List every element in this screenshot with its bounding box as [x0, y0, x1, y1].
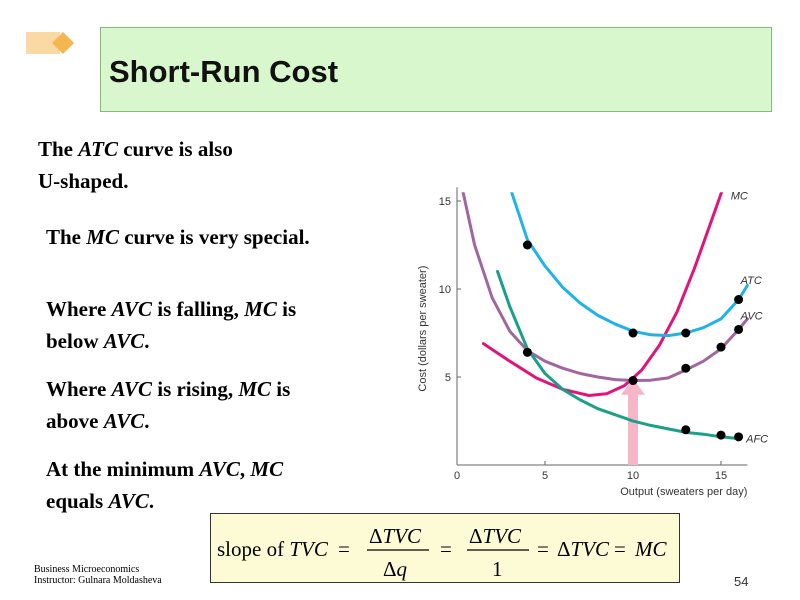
- formula-equals: =: [614, 537, 626, 561]
- text-fragment: .: [144, 409, 150, 433]
- y-tick-label-15: 15: [439, 196, 451, 208]
- text-fragment-italic: AVC: [108, 489, 149, 513]
- text-fragment: The: [38, 137, 79, 161]
- slide-title: Short-Run Cost: [109, 54, 339, 89]
- formula-delta-q: Δq: [383, 557, 408, 581]
- mc-curve: [481, 192, 724, 397]
- y-axis-label: Cost (dollars per sweater): [417, 266, 429, 392]
- formula-delta-tvc: ΔTVC: [369, 524, 422, 548]
- x-tick-label-5: 5: [542, 470, 548, 482]
- x-tick-label-10: 10: [627, 470, 639, 482]
- text-fragment-italic: AVC: [103, 409, 145, 433]
- atc-label: ATC: [740, 275, 762, 287]
- text-fragment-italic: MC: [86, 225, 119, 249]
- formula-delta-tvc: ΔTVC: [557, 537, 610, 561]
- afc-point-0: [681, 425, 691, 435]
- x-tick-label-0: 0: [454, 470, 460, 482]
- afc-label: AFC: [745, 434, 768, 446]
- text-fragment: above: [46, 409, 104, 433]
- text-fragment-italic: MC: [244, 297, 277, 321]
- formula-equals: =: [537, 537, 549, 561]
- slope-formula-box: slope of TVC = ΔTVC Δq = ΔTVC 1 = ΔTVC =…: [210, 513, 680, 583]
- avc-point-2: [681, 363, 691, 373]
- atc-point-3: [734, 295, 744, 305]
- formula-equals: =: [440, 537, 452, 561]
- y-tick-label-10: 10: [439, 284, 451, 296]
- text-fragment-italic: MC: [238, 377, 272, 401]
- text-fragment: is rising,: [151, 377, 239, 401]
- text-atc-u-shaped: The ATC curve is also U-shaped.: [38, 133, 233, 197]
- text-avc-falling: Where AVC is falling, MC is below AVC.: [46, 293, 296, 357]
- text-fragment: below: [46, 329, 104, 353]
- text-avc-rising: Where AVC is rising, MC is above AVC.: [46, 373, 290, 437]
- text-fragment: Where: [46, 377, 112, 401]
- atc-point-2: [681, 328, 691, 338]
- footer-line: Business Microeconomics: [34, 564, 140, 575]
- text-fragment-italic: AVC: [111, 297, 152, 321]
- text-fragment-italic: ATC: [78, 137, 118, 161]
- text-fragment: curve is very special.: [118, 225, 310, 249]
- atc-point-1: [628, 328, 638, 338]
- text-fragment: ,: [239, 457, 251, 481]
- cost-curves-chart: 0 5 10 15 5 10 15 Output (sweaters per day) Cost…: [417, 187, 768, 498]
- y-tick-label-5: 5: [445, 372, 451, 384]
- formula-equals: =: [338, 537, 350, 561]
- avc-curve: [461, 192, 749, 382]
- text-fragment: .: [144, 329, 150, 353]
- text-fragment: At the minimum: [46, 457, 200, 481]
- slope-formula: slope of TVC = ΔTVC Δq = ΔTVC 1 = ΔTVC =…: [217, 524, 667, 581]
- formula-delta-tvc: ΔTVC: [469, 524, 522, 548]
- text-fragment: is: [271, 377, 291, 401]
- formula-slope-text: slope of TVC: [217, 537, 329, 561]
- avc-point-4: [734, 324, 744, 334]
- formula-mc: MC: [634, 537, 667, 561]
- formula-one: 1: [492, 557, 503, 581]
- text-fragment-italic: MC: [250, 457, 284, 481]
- decorative-diamond-icon: [26, 32, 74, 54]
- text-min-avc: At the minimum AVC, MC equals AVC.: [46, 453, 283, 517]
- avc-point-0: [522, 347, 532, 357]
- x-axis-label: Output (sweaters per day): [620, 486, 747, 498]
- mc-label: MC: [731, 191, 748, 203]
- text-mc-special: The MC curve is very special.: [46, 221, 310, 253]
- text-fragment: .: [148, 489, 155, 513]
- afc-point-2: [734, 432, 744, 442]
- afc-point-1: [716, 430, 726, 440]
- title-box: Short-Run Cost: [100, 27, 772, 112]
- atc-point-0: [522, 240, 532, 250]
- text-fragment: U-shaped.: [38, 169, 129, 193]
- text-fragment: is falling,: [151, 297, 245, 321]
- atc-curve: [510, 192, 749, 338]
- text-fragment: is: [276, 297, 297, 321]
- text-fragment: The: [46, 225, 87, 249]
- avc-point-3: [716, 342, 726, 352]
- text-fragment: equals: [46, 489, 109, 513]
- text-fragment: Where: [46, 297, 112, 321]
- x-tick-label-15: 15: [715, 470, 727, 482]
- text-fragment-italic: AVC: [103, 329, 145, 353]
- footer-line: Instructor: Gulnara Moldasheva: [34, 575, 162, 586]
- text-fragment: curve is also: [117, 137, 233, 161]
- footer-credit: Business Microeconomics Instructor: Guln…: [34, 564, 162, 586]
- page-number: 54: [734, 574, 749, 589]
- text-fragment-italic: AVC: [199, 457, 240, 481]
- avc-label: AVC: [740, 310, 763, 322]
- text-fragment-italic: AVC: [111, 377, 152, 401]
- avc-point-1: [628, 376, 638, 386]
- afc-curve: [496, 269, 741, 441]
